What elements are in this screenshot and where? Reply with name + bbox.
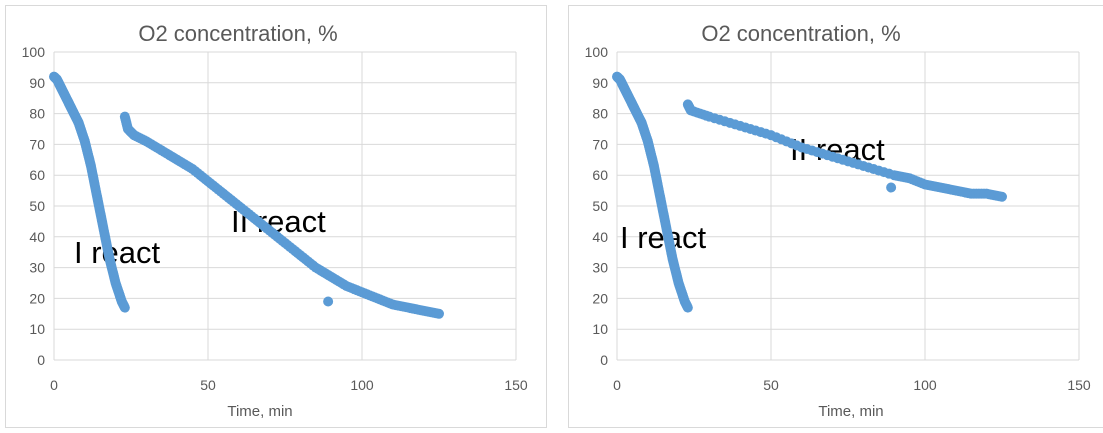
y-tick-label: 10 (592, 321, 608, 337)
y-tick-label: 90 (592, 75, 608, 91)
y-tick-label: 0 (37, 352, 45, 368)
x-tick-label: 50 (200, 377, 216, 393)
chart-right: 0 10 20 30 40 50 60 70 80 90 100 0 50 100 150 O2 conce… (585, 21, 1091, 420)
y-tick-label: 70 (592, 136, 608, 152)
x-tick-label: 0 (613, 377, 621, 393)
x-tick-label: 150 (504, 377, 528, 393)
data-point (884, 168, 895, 179)
data-point (886, 182, 897, 193)
data-point (853, 159, 864, 170)
y-tick-label: 80 (592, 106, 608, 122)
x-tick-label: 100 (913, 377, 937, 393)
y-tick-label: 80 (29, 106, 45, 122)
data-point (994, 191, 1005, 202)
y-tick-label: 0 (600, 352, 608, 368)
data-point (730, 119, 741, 130)
x-axis-title: Time, min (227, 403, 292, 420)
y-tick-label: 100 (585, 44, 609, 60)
y-tick-label: 40 (592, 229, 608, 245)
y-tick-label: 10 (29, 321, 45, 337)
y-tick-label: 90 (29, 75, 45, 91)
data-point (701, 110, 712, 121)
chart-title: O2 concentration, % (138, 21, 337, 46)
y-tick-label: 60 (592, 167, 608, 183)
x-tick-label: 100 (350, 377, 374, 393)
y-tick-label: 60 (29, 167, 45, 183)
data-point (119, 301, 130, 312)
x-tick-label: 50 (763, 377, 779, 393)
data-point (431, 308, 442, 319)
y-tick-label: 70 (29, 136, 45, 152)
y-tick-label: 50 (29, 198, 45, 214)
data-point (323, 296, 334, 307)
x-axis-title: Time, min (818, 403, 883, 420)
chart-panel-left: 0 10 20 30 40 50 60 70 80 90 100 0 50 100 150 O2 conce… (5, 5, 547, 428)
data-point (822, 150, 833, 161)
y-tick-label: 100 (22, 44, 46, 60)
chart-left: 0 10 20 30 40 50 60 70 80 90 100 0 50 100 150 O2 conce… (22, 21, 528, 420)
y-tick-label: 20 (29, 290, 45, 306)
x-tick-label: 0 (50, 377, 58, 393)
y-tick-label: 30 (592, 260, 608, 276)
y-tick-label: 50 (592, 198, 608, 214)
data-point (682, 301, 693, 312)
annotation-i-react: I react (74, 235, 161, 270)
x-tick-label: 150 (1067, 377, 1091, 393)
chart-title: O2 concentration, % (701, 21, 900, 46)
data-point (760, 128, 771, 139)
data-point (791, 140, 802, 151)
y-tick-label: 40 (29, 229, 45, 245)
y-tick-label: 30 (29, 260, 45, 276)
y-tick-label: 20 (592, 290, 608, 306)
chart-panel-right: 0 10 20 30 40 50 60 70 80 90 100 0 50 100 150 O2 conce… (568, 5, 1103, 428)
